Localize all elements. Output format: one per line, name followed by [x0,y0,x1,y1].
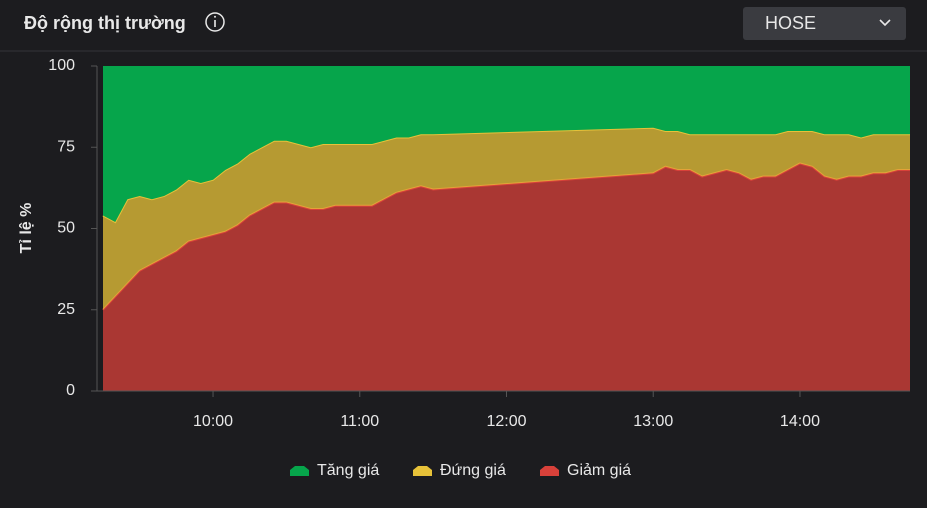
info-bar [214,20,216,27]
legend-marker [540,466,559,476]
info-circle [205,12,225,32]
dropdown-box [743,7,906,40]
area [103,127,910,310]
area [103,163,910,391]
legend-marker [413,466,432,476]
legend-label: Giảm giá [567,462,631,479]
x-tick-label: 13:00 [633,413,673,430]
y-tick-label: 100 [48,57,75,74]
legend-item[interactable]: Giảm giá [540,462,631,479]
x-tick-label: 12:00 [486,413,526,430]
x-tick-label: 11:00 [340,413,379,430]
y-tick-label: 50 [57,220,75,237]
legend-label: Đứng giá [440,462,506,479]
chart-title: Độ rộng thị trường [24,13,186,33]
x-tick-label: 14:00 [780,413,820,430]
y-tick-label: 25 [57,301,75,318]
area [103,66,910,222]
legend-item[interactable]: Tăng giá [290,462,379,479]
exchange-dropdown[interactable]: HOSE [743,7,906,40]
info-dot [214,15,216,18]
legend-label: Tăng giá [317,462,379,479]
dropdown-arrow [879,19,891,27]
y-tick-label: 75 [57,138,75,155]
info-icon[interactable] [205,12,225,32]
x-tick-label: 10:00 [193,413,233,430]
dropdown-value: HOSE [765,13,816,33]
legend-item[interactable]: Đứng giá [413,462,506,479]
y-axis-label: Tỉ lệ % [18,203,35,254]
y-tick-label: 0 [66,382,75,399]
legend-marker [290,466,309,476]
